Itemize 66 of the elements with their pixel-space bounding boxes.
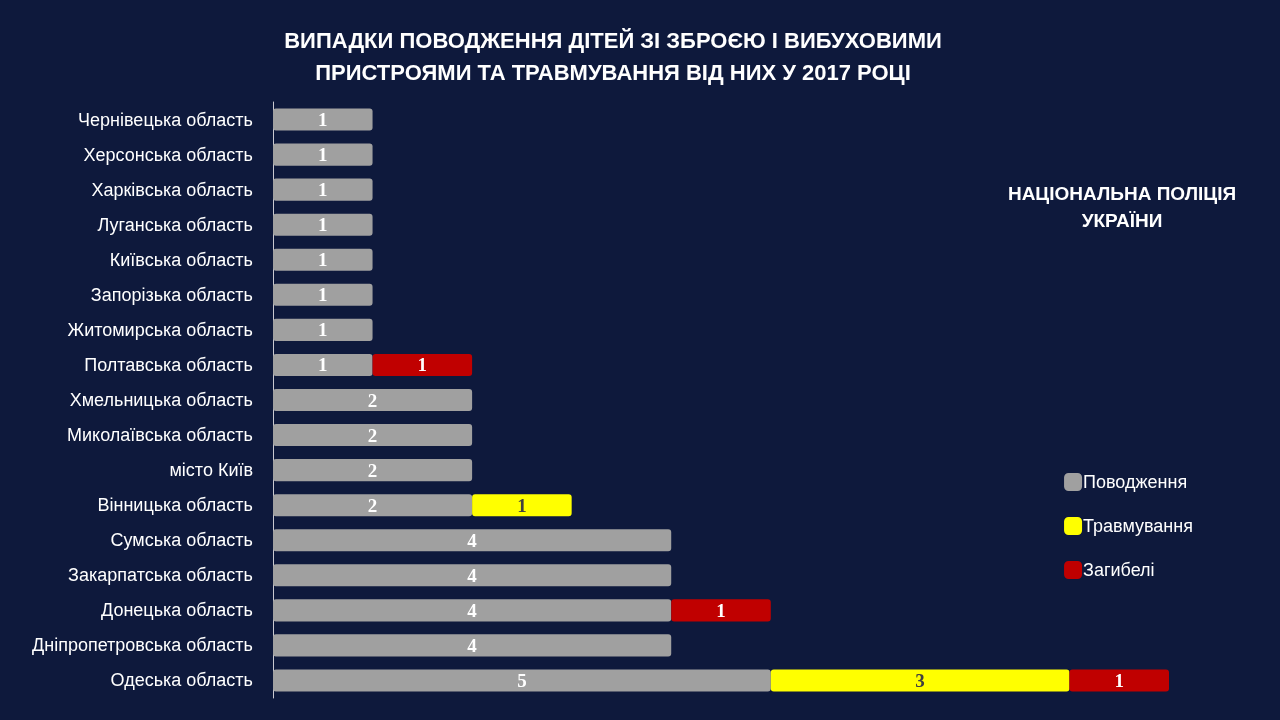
y-tick-label: Херсонська область bbox=[83, 144, 253, 165]
data-label: 1 bbox=[318, 109, 328, 131]
data-label: 1 bbox=[318, 354, 328, 376]
data-label: 4 bbox=[467, 529, 478, 551]
y-tick-label: Харківська область bbox=[91, 179, 253, 200]
y-tick-label: Донецька область bbox=[101, 600, 253, 621]
data-label: 5 bbox=[517, 669, 527, 691]
y-tick-label: Миколаївська область bbox=[67, 425, 253, 446]
bar bbox=[273, 494, 473, 517]
y-tick-label: Київська область bbox=[109, 249, 253, 270]
bar bbox=[273, 353, 373, 376]
data-label: 1 bbox=[318, 144, 328, 166]
data-label: 4 bbox=[467, 634, 478, 656]
data-label: 1 bbox=[318, 249, 328, 271]
bar bbox=[671, 599, 771, 622]
legend-label: Загибелі bbox=[1083, 560, 1155, 580]
bar bbox=[273, 318, 373, 341]
bar bbox=[273, 529, 672, 552]
y-tick-label: Дніпропетровська область bbox=[32, 635, 253, 656]
bar bbox=[273, 459, 473, 482]
bar bbox=[273, 669, 771, 692]
data-label: 2 bbox=[367, 389, 378, 411]
data-label: 2 bbox=[367, 424, 378, 446]
y-tick-label: Чернівецька область bbox=[78, 109, 253, 130]
bar bbox=[472, 494, 572, 517]
annotation: НАЦІОНАЛЬНА ПОЛІЦІЯ УКРАЇНИ bbox=[1007, 183, 1237, 231]
bar bbox=[273, 213, 373, 236]
y-tick-label: місто Київ bbox=[169, 460, 253, 481]
data-label: 1 bbox=[318, 284, 328, 306]
data-label: 3 bbox=[915, 669, 925, 691]
bar bbox=[273, 248, 373, 271]
data-label: 1 bbox=[1114, 669, 1124, 691]
data-label: 4 bbox=[467, 564, 478, 586]
y-tick-label: Полтавська область bbox=[84, 354, 253, 375]
bar bbox=[273, 634, 672, 657]
data-label: 1 bbox=[417, 354, 428, 376]
y-tick-label: Одеська область bbox=[110, 670, 253, 691]
bar bbox=[273, 388, 473, 412]
legend-label: Поводження bbox=[1083, 472, 1188, 492]
data-label: 1 bbox=[318, 319, 328, 341]
y-tick-label: Закарпатська область bbox=[68, 565, 253, 586]
data-label: 1 bbox=[318, 179, 328, 201]
bar bbox=[372, 353, 473, 376]
bar bbox=[273, 143, 373, 166]
y-tick-label: Хмельницька область bbox=[69, 390, 253, 410]
data-label: 1 bbox=[716, 599, 726, 621]
data-label: 2 bbox=[367, 494, 378, 516]
bar bbox=[273, 599, 672, 622]
data-label: 1 bbox=[318, 214, 328, 236]
bar bbox=[1069, 669, 1169, 692]
data-label: 1 bbox=[517, 494, 527, 516]
bar bbox=[273, 108, 373, 131]
bar bbox=[273, 424, 473, 447]
bar bbox=[273, 283, 373, 306]
bar bbox=[273, 564, 672, 587]
bar bbox=[273, 178, 373, 201]
y-tick-label: Вінницька область bbox=[97, 495, 253, 516]
chart-title: ВИПАДКИ ПОВОДЖЕННЯ ДІТЕЙ ЗІ ЗБРОЄЮ І ВИБУХОВИМИ ПРИСТРОЯМИ ТА ТРАВМУВАННЯ ВІД НИХ У 2017 РОЦІ bbox=[284, 27, 942, 85]
y-tick-label: Луганська область bbox=[97, 214, 253, 235]
y-tick-label: Сумська область bbox=[110, 530, 253, 551]
data-label: 2 bbox=[367, 459, 378, 481]
legend-label: Травмування bbox=[1083, 516, 1194, 536]
y-tick-label: Запорізька область bbox=[90, 284, 253, 305]
bar bbox=[770, 669, 1070, 692]
y-tick-label: Житомирська область bbox=[67, 319, 253, 340]
data-label: 4 bbox=[467, 599, 478, 621]
